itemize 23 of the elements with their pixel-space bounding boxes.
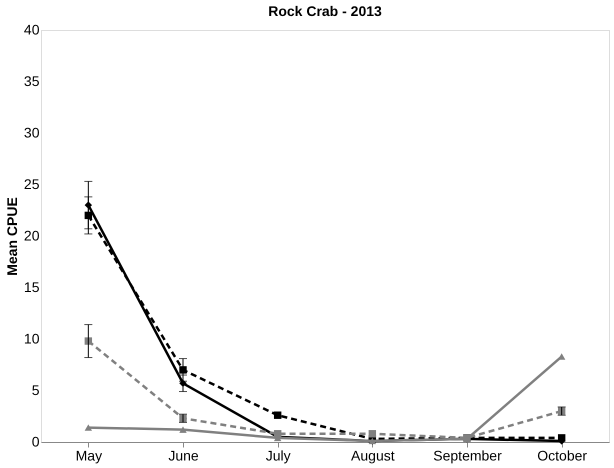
x-tick-label: May (76, 448, 102, 464)
point (368, 430, 376, 438)
y-tick-label: 5 (32, 382, 40, 398)
point (558, 434, 566, 442)
y-tick-label: 0 (32, 434, 40, 450)
x-tick-label: July (266, 448, 291, 464)
point (179, 426, 187, 433)
x-tick-label: October (537, 448, 588, 464)
y-tick-label: 10 (24, 330, 40, 346)
chart-title: Rock Crab - 2013 (268, 3, 382, 19)
x-tick-label: September (433, 448, 502, 464)
point (274, 430, 282, 438)
point (84, 424, 92, 431)
y-tick-label: 40 (24, 22, 40, 38)
point (274, 412, 282, 419)
y-tick-label: 25 (24, 176, 40, 192)
x-tick-label: June (168, 448, 199, 464)
y-axis-title: Mean CPUE (4, 197, 20, 276)
x-tick-label: August (351, 448, 395, 464)
y-tick-label: 20 (24, 228, 40, 244)
y-tick-label: 30 (24, 124, 40, 140)
y-tick-label: 15 (24, 279, 40, 295)
y-tick-label: 35 (24, 73, 40, 89)
